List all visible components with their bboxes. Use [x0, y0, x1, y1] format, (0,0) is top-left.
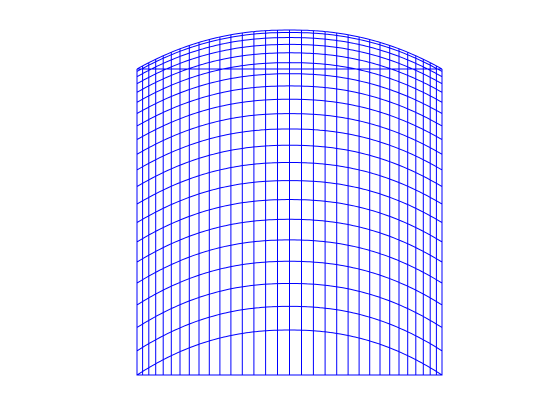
mesh-vertical-lines [136, 30, 443, 376]
mesh-frame [136, 69, 443, 376]
